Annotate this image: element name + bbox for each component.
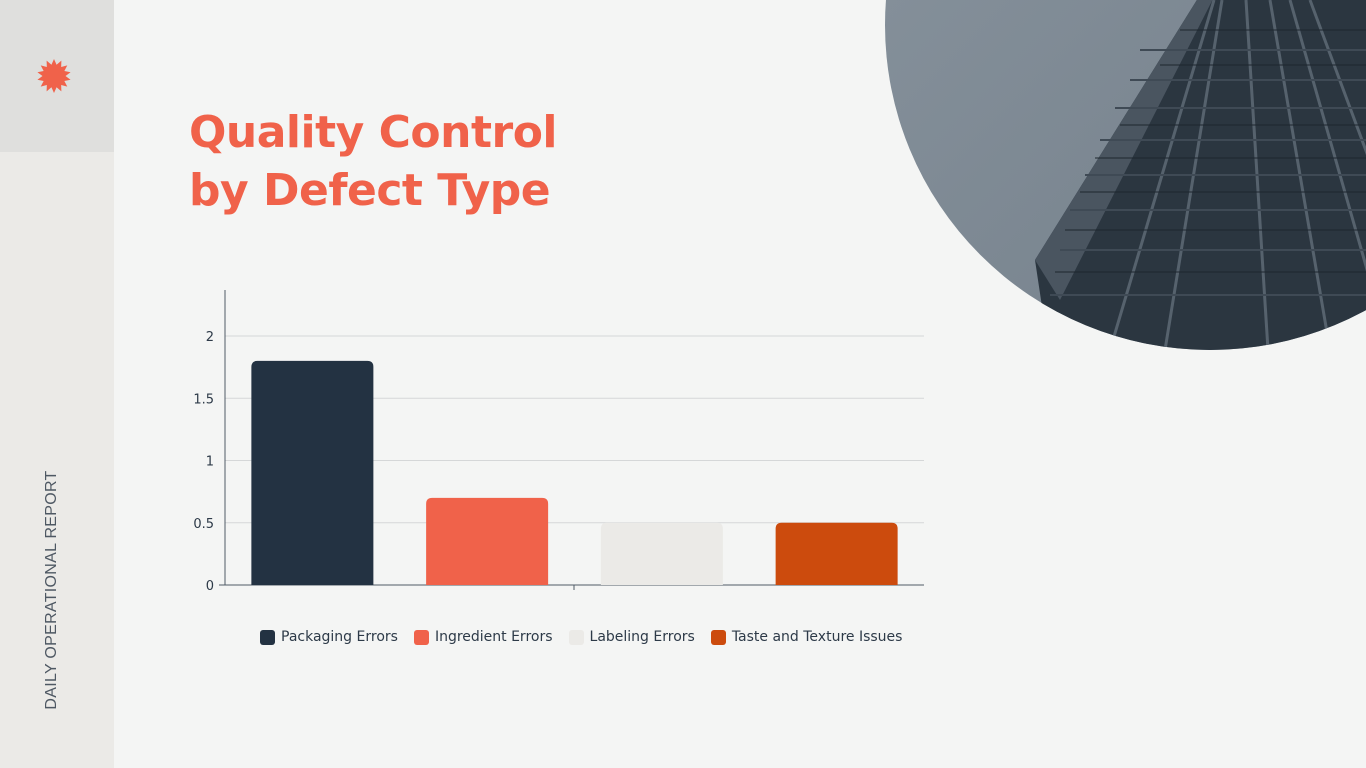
title-line-2: by Defect Type	[189, 165, 551, 216]
bar-taste-and-texture-issues[interactable]	[775, 522, 898, 585]
title-line-1: Quality Control	[189, 107, 558, 158]
page-title: Quality Control by Defect Type	[189, 104, 709, 220]
y-tick-label: 0	[206, 579, 214, 594]
y-tick-label: 2	[206, 330, 214, 345]
bar-ingredient-errors[interactable]	[426, 497, 549, 585]
legend-label: Packaging Errors	[281, 629, 398, 645]
sidebar: DAILY OPERATIONAL REPORT	[0, 0, 114, 768]
bar-packaging-errors[interactable]	[251, 360, 374, 585]
legend-item-labeling-errors[interactable]: Labeling Errors	[568, 629, 695, 645]
y-tick-label: 1	[206, 455, 214, 470]
y-tick-label: 0.5	[193, 517, 214, 532]
y-tick-label: 1.5	[193, 392, 214, 407]
legend-item-ingredient-errors[interactable]: Ingredient Errors	[413, 629, 553, 645]
bar-labeling-errors[interactable]	[600, 522, 723, 585]
legend-swatch	[710, 629, 726, 645]
chart-legend: Packaging Errors Ingredient Errors Labelin…	[260, 629, 902, 645]
sidebar-logo-panel	[0, 0, 114, 152]
legend-label: Labeling Errors	[589, 629, 695, 645]
legend-label: Taste and Texture Issues	[731, 629, 903, 645]
legend-swatch	[260, 629, 275, 645]
legend-item-packaging-errors[interactable]: Packaging Errors	[260, 629, 398, 645]
bar-chart: 0 0.5 1 1.5 2	[193, 290, 924, 594]
report-label: DAILY OPERATIONAL REPORT	[43, 470, 60, 710]
legend-swatch	[568, 629, 584, 645]
legend-item-taste-and-texture-issues[interactable]: Taste and Texture Issues	[710, 629, 903, 645]
starburst-icon	[37, 59, 71, 93]
legend-label: Ingredient Errors	[434, 629, 553, 645]
legend-swatch	[413, 629, 429, 645]
